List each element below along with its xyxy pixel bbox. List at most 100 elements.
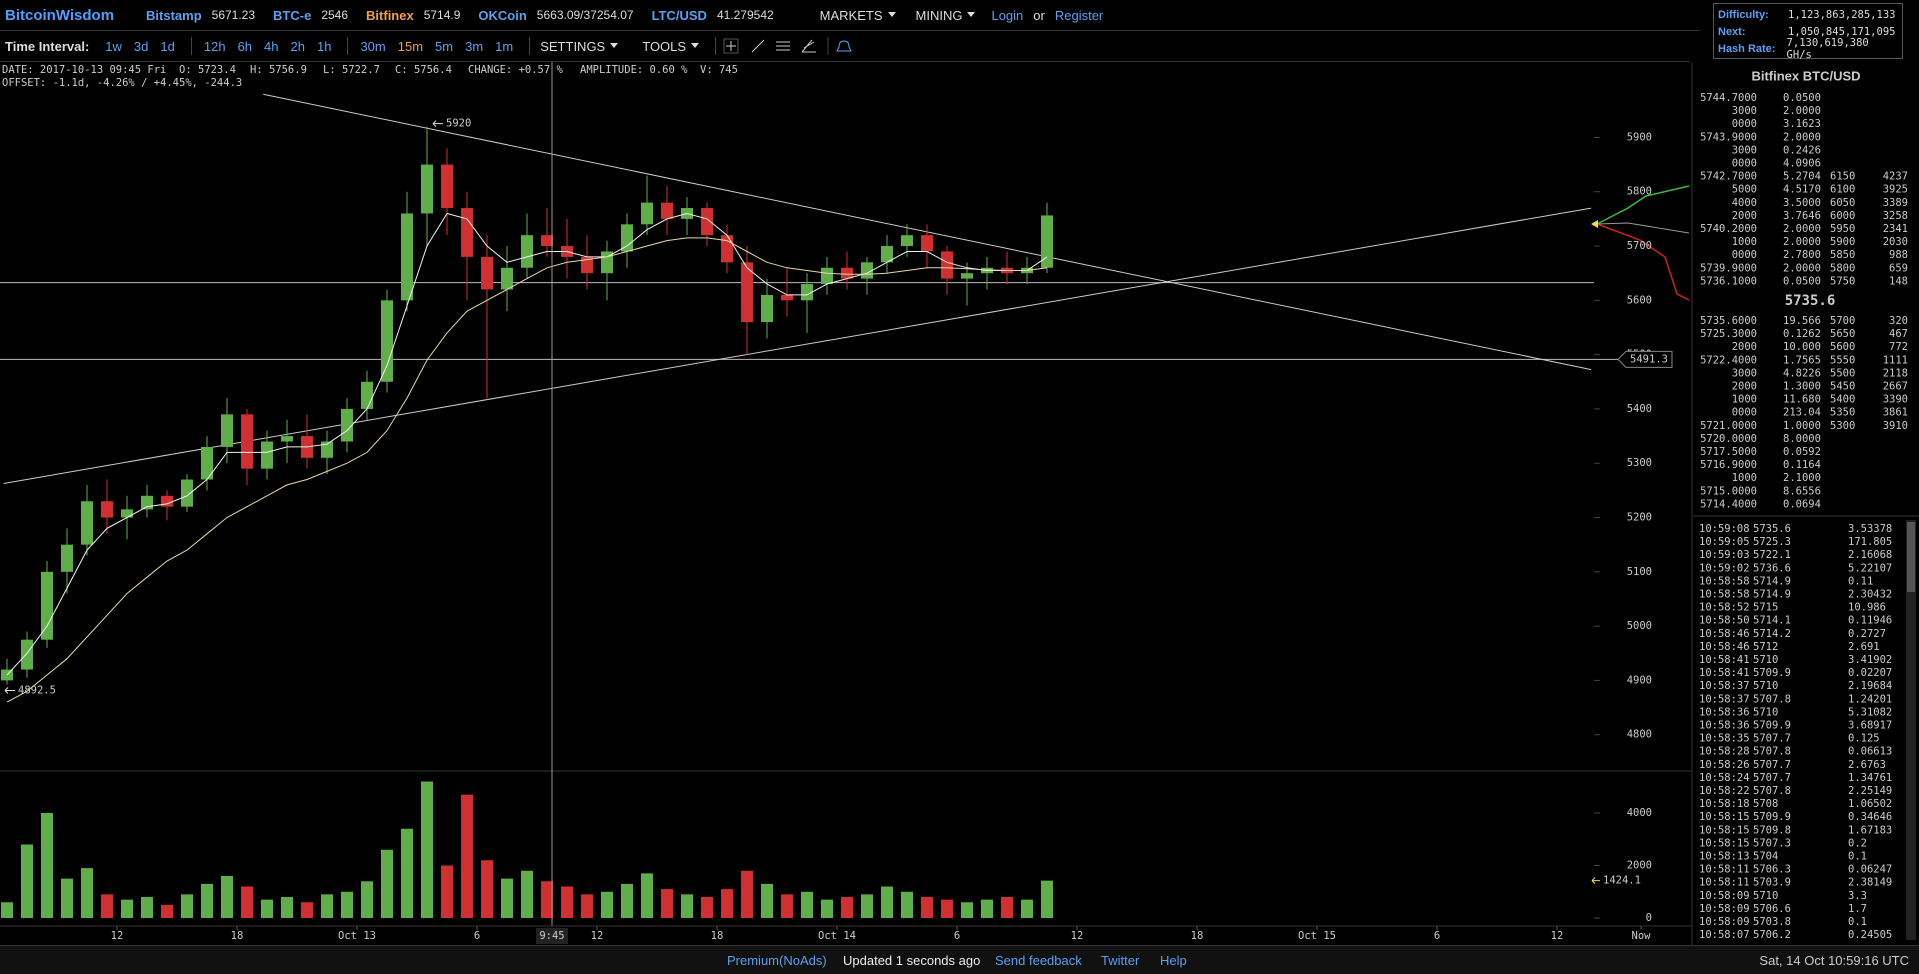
volume-tick-label: 4000: [1627, 807, 1652, 819]
book-amount: 0.0694: [1783, 498, 1821, 510]
interval-button[interactable]: 15m: [397, 38, 424, 54]
footer-item[interactable]: Premium(NoAds): [727, 953, 827, 968]
trade-price: 5710: [1753, 890, 1778, 902]
level-price: 6100: [1830, 184, 1855, 196]
ohlc-info: V: 745: [700, 64, 738, 76]
y-tick-label: 5900: [1627, 131, 1652, 143]
book-amount: 4.5170: [1783, 184, 1821, 196]
toolbar: Time Interval: 1w 3d 1d 12h 6h 4h 2h 1h 30m 15m 5m 3…: [0, 31, 1690, 62]
menu[interactable]: MINING: [916, 8, 976, 23]
level-sum: 3390: [1883, 394, 1908, 406]
candle-body: [721, 235, 733, 263]
volume-bar: [561, 886, 573, 918]
separator: [715, 37, 717, 55]
volume-bar: [41, 813, 53, 918]
book-price: 5715.0000: [1700, 485, 1757, 497]
tool-icons[interactable]: [722, 36, 872, 56]
volume-bar: [541, 881, 553, 918]
book-price: 5725.3000: [1700, 328, 1757, 340]
level-price: 5600: [1830, 341, 1855, 353]
book-amount: 8.6556: [1783, 485, 1821, 497]
interval-button[interactable]: 3m: [465, 38, 484, 54]
volume-bar: [581, 894, 593, 918]
book-amount: 8.0000: [1783, 433, 1821, 445]
footer-item[interactable]: Send feedback: [995, 953, 1082, 968]
separator: [529, 37, 531, 55]
trade-amount: 0.1: [1848, 851, 1867, 863]
footer-item[interactable]: Help: [1160, 953, 1187, 968]
level-sum: 988: [1889, 249, 1908, 261]
book-price: 5740.2000: [1700, 223, 1757, 235]
exchange-name[interactable]: Bitstamp: [146, 7, 202, 23]
volume-bar: [701, 897, 713, 918]
interval-button[interactable]: 2h: [290, 38, 305, 54]
last-volume-label: 1424.1: [1603, 875, 1641, 887]
interval-button[interactable]: 30m: [360, 38, 386, 54]
candle-body: [941, 251, 953, 279]
volume-bar: [841, 897, 853, 918]
interval-button[interactable]: 6h: [237, 38, 253, 54]
candle-body: [81, 501, 93, 545]
ohlc-info: CHANGE: +0.57 %: [468, 64, 564, 76]
ohlc-info: H: 5756.9: [250, 64, 307, 76]
trade-price: 5709.9: [1753, 720, 1791, 732]
volume-bar: [1001, 897, 1013, 918]
level-sum: 4237: [1883, 171, 1908, 183]
interval-button[interactable]: 1m: [495, 38, 514, 54]
interval-button[interactable]: 12h: [203, 38, 226, 54]
footer: Premium(NoAds) Updated 1 seconds ago Send …: [0, 945, 1919, 974]
book-amount: 1.7565: [1783, 354, 1821, 366]
book-amount: 0.0500: [1783, 275, 1821, 287]
candle-body: [1041, 215, 1053, 268]
trade-amount: 0.2727: [1848, 628, 1886, 640]
volume-bar: [341, 891, 353, 918]
x-tick-label: 18: [1191, 930, 1204, 942]
volume-bar: [101, 894, 113, 918]
volume-bar: [241, 886, 253, 918]
candle-body: [381, 300, 393, 382]
interval-button[interactable]: 5m: [435, 38, 454, 54]
book-amount: 5.2704: [1783, 171, 1821, 183]
volume-bar: [121, 899, 133, 918]
level-price: 5450: [1830, 381, 1855, 393]
interval-button[interactable]: 4h: [264, 38, 279, 54]
trade-price: 5707.8: [1753, 785, 1791, 797]
toolbar-menu[interactable]: SETTINGS: [540, 39, 618, 54]
candle-body: [441, 164, 453, 209]
interval-button[interactable]: 1w: [105, 38, 122, 54]
trade-price: 5710: [1753, 654, 1778, 666]
footer-item[interactable]: Twitter: [1101, 953, 1140, 968]
trade-price: 5709.9: [1753, 667, 1791, 679]
y-tick-label: 4800: [1627, 729, 1652, 741]
toolbar-menu[interactable]: TOOLS: [642, 39, 699, 54]
logo[interactable]: BitcoinWisdom: [5, 6, 115, 24]
exchange-name[interactable]: OKCoin: [478, 7, 527, 23]
candle-body: [201, 446, 213, 480]
trade-time: 10:58:41: [1699, 667, 1750, 679]
trade-amount: 0.11946: [1848, 615, 1892, 627]
trade-amount: 2.38149: [1848, 877, 1892, 889]
trade-time: 10:58:26: [1699, 759, 1750, 771]
trade-time: 10:58:15: [1699, 837, 1750, 849]
exchange-name[interactable]: Bitfinex: [366, 7, 414, 23]
menu[interactable]: MARKETS: [820, 8, 896, 23]
trade-time: 10:59:03: [1699, 549, 1750, 561]
exchange-name[interactable]: BTC-e: [273, 7, 312, 23]
candle-body: [321, 441, 333, 458]
register-link[interactable]: Register: [1054, 7, 1104, 23]
last-price: 5735.6: [1785, 293, 1836, 309]
trade-price: 5707.7: [1753, 759, 1791, 771]
candle-body: [901, 235, 913, 247]
trade-time: 10:59:05: [1699, 536, 1750, 548]
interval-button[interactable]: 3d: [133, 38, 149, 54]
book-price: 5714.4000: [1700, 498, 1757, 510]
interval-button[interactable]: 1h: [316, 38, 332, 54]
candle-body: [221, 414, 233, 447]
candle-body: [581, 256, 593, 274]
exchange-name[interactable]: LTC/USD: [651, 7, 707, 23]
volume-bar: [761, 883, 773, 918]
login-link[interactable]: Login: [991, 7, 1024, 23]
interval-button[interactable]: 1d: [160, 38, 175, 54]
exchange-price: 5714.9: [423, 8, 461, 22]
ohlc-info: C: 5756.4: [395, 64, 452, 76]
